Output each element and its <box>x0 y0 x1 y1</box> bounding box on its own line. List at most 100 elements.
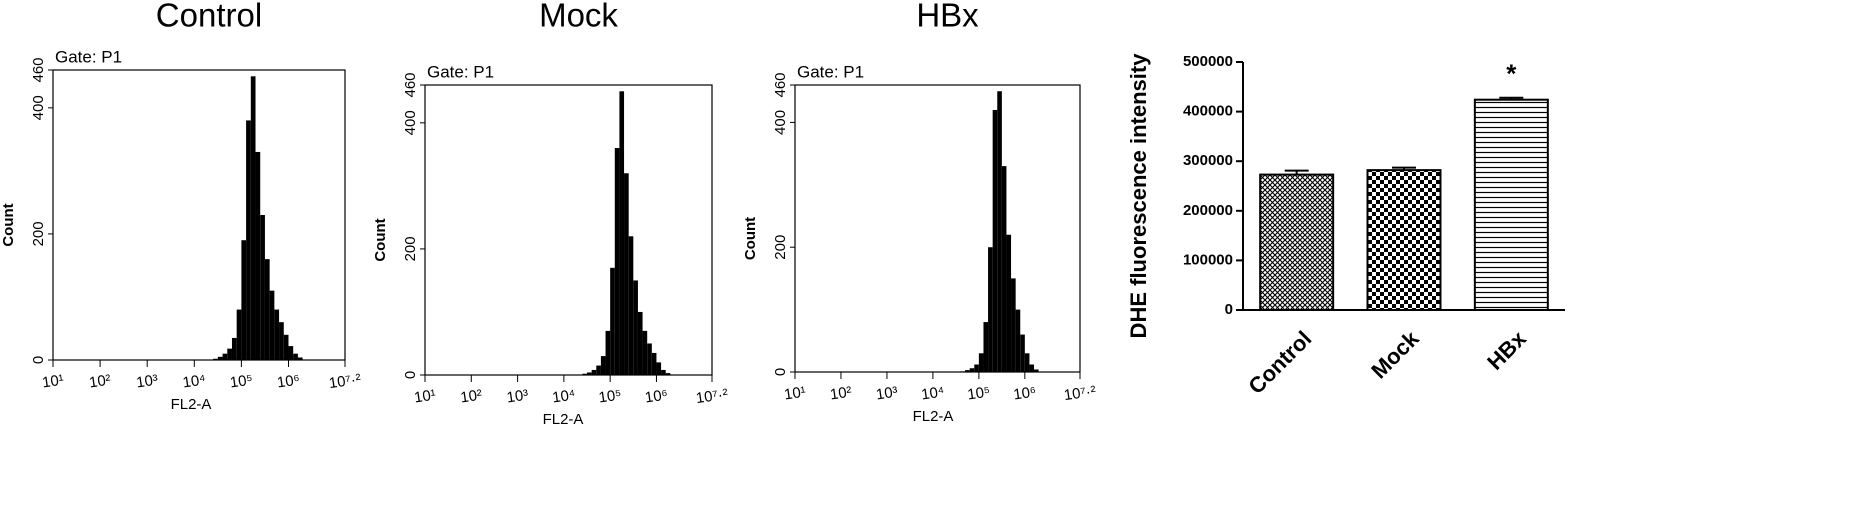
histogram-bar <box>246 120 251 360</box>
y-tick-label: 0 <box>1225 301 1233 318</box>
histogram-bar <box>651 352 657 375</box>
x-tick-label: 10⁵ <box>598 386 623 406</box>
histogram-bar <box>624 173 629 375</box>
histogram-bar <box>1024 353 1030 372</box>
x-tick-label: 10⁶ <box>644 386 669 406</box>
histogram-bar <box>960 371 966 372</box>
bar <box>1259 173 1335 311</box>
histogram-bar <box>279 322 284 360</box>
histogram-bar <box>628 236 634 375</box>
plot-frame <box>424 84 713 376</box>
x-tick-label: 10⁴ <box>551 386 576 406</box>
panel-title: HBx <box>916 0 979 34</box>
x-tick-label: Mock <box>1366 325 1424 383</box>
histogram-bar <box>288 346 294 360</box>
histogram-bar <box>656 362 662 375</box>
histogram-bar <box>600 356 606 375</box>
y-axis-label: Count <box>372 218 389 261</box>
histogram-bar <box>619 91 625 375</box>
x-tick-label: 10² <box>829 384 853 404</box>
histogram-bar <box>1001 166 1007 372</box>
x-tick-label: 10² <box>459 387 483 407</box>
histogram-bar <box>283 334 289 360</box>
y-tick-label: 400 <box>772 110 789 135</box>
histogram-bar <box>988 247 993 372</box>
y-tick-label: 200 <box>772 235 789 260</box>
histogram-bar <box>1034 369 1039 372</box>
x-tick-label: 10⁴ <box>182 371 207 391</box>
histogram-bar <box>665 373 671 375</box>
histogram-bar <box>260 215 265 360</box>
histogram-bar <box>587 372 592 375</box>
y-tick-label: 400 <box>402 110 419 135</box>
histogram-bar <box>637 311 643 375</box>
y-tick-label: 460 <box>30 57 47 82</box>
y-tick-label: 0 <box>772 368 789 376</box>
gate-label: Gate: P1 <box>55 47 122 66</box>
histogram-bar <box>217 356 223 360</box>
x-tick-label: 10³ <box>135 372 159 392</box>
x-tick-label: 10² <box>88 372 112 392</box>
histogram-bar <box>582 373 588 375</box>
histogram-bar <box>661 369 666 375</box>
x-tick-label: 10⁴ <box>920 383 945 403</box>
histogram-bar <box>983 322 989 372</box>
x-tick-label: 10¹ <box>413 387 437 407</box>
y-tick-label: 200000 <box>1183 202 1233 219</box>
y-tick-label: 400 <box>30 95 47 120</box>
error-bar <box>1284 169 1309 175</box>
x-tick-label: 10⁷·² <box>1063 383 1097 404</box>
x-tick-label: 10⁶ <box>1012 383 1037 403</box>
x-tick-label: HBx <box>1482 325 1531 374</box>
x-tick-label: 10⁵ <box>229 371 254 391</box>
plot-frame <box>52 69 346 361</box>
histogram-bar <box>642 330 648 375</box>
gate-label: Gate: P1 <box>427 62 494 81</box>
x-tick-label: 10¹ <box>41 372 65 392</box>
histogram-bar <box>241 240 247 360</box>
y-tick-label: 200 <box>30 221 47 246</box>
histogram-bar <box>255 151 261 360</box>
y-tick-label: 0 <box>402 371 419 379</box>
y-axis-label: DHE fluorescence intensity <box>1126 53 1151 339</box>
x-tick-label: 10⁷·² <box>695 386 729 407</box>
histogram-bar <box>605 330 611 375</box>
histogram-bar <box>614 148 620 375</box>
histogram-bar <box>1006 234 1012 372</box>
panel-title: Mock <box>539 0 618 34</box>
error-bar <box>1392 166 1416 171</box>
x-axis-label: FL2-A <box>171 396 212 413</box>
histogram-bar <box>1020 334 1025 372</box>
histogram-bar <box>647 343 652 375</box>
gate-label: Gate: P1 <box>797 62 864 81</box>
x-tick-label: 10¹ <box>783 384 807 404</box>
y-tick-label: 400000 <box>1183 103 1233 120</box>
histogram-bar <box>297 357 303 360</box>
histogram-bar <box>231 337 237 360</box>
histogram-bar <box>633 280 638 375</box>
x-tick-label: 10⁶ <box>276 371 301 391</box>
histogram-bar <box>610 267 615 375</box>
histogram-bar <box>274 309 280 360</box>
histogram-bar <box>227 348 232 360</box>
y-tick-label: 460 <box>772 72 789 97</box>
error-bar <box>1499 96 1524 100</box>
significance-mark: * <box>1506 59 1517 89</box>
histogram-bar <box>997 91 1002 372</box>
x-tick-label: 10³ <box>875 384 899 404</box>
histogram-bar <box>591 369 597 375</box>
histogram-bar <box>965 370 970 372</box>
histogram-bar <box>992 109 998 373</box>
bar <box>1473 98 1549 311</box>
plot-frame <box>794 84 1081 373</box>
y-tick-label: 200 <box>402 236 419 261</box>
histogram-bar <box>1029 364 1035 372</box>
histogram-bar <box>596 365 601 375</box>
y-tick-label: 460 <box>402 72 419 97</box>
histogram-bar <box>236 309 242 360</box>
x-axis-label: FL2-A <box>543 411 584 428</box>
histogram-bar <box>974 364 979 372</box>
histogram-bar <box>250 76 256 360</box>
histogram-bar <box>264 259 270 360</box>
